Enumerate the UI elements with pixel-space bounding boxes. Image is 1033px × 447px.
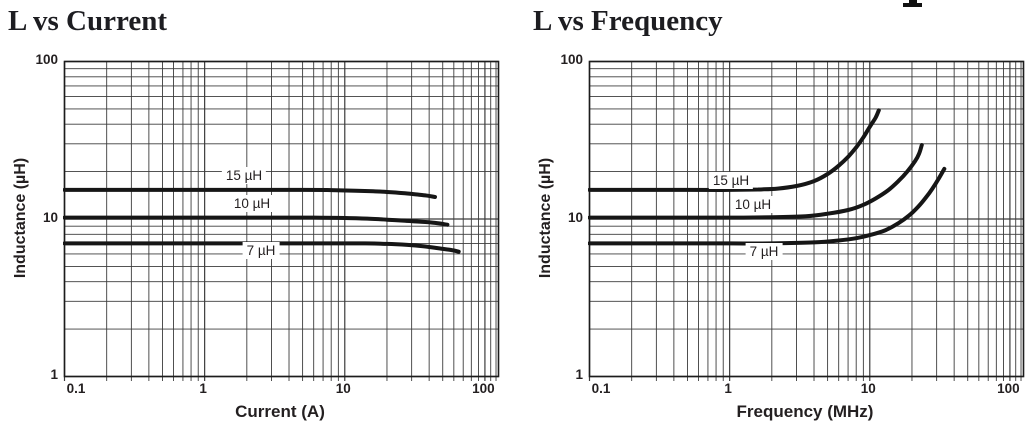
- grid-and-curves: [588, 60, 1025, 381]
- curve-15-µH: [588, 108, 881, 192]
- y-tick-label: 1: [50, 367, 58, 382]
- curve-7-µH: [588, 166, 947, 246]
- x-tick-label: 100: [472, 381, 495, 396]
- chart-title: L vs Frequency: [533, 5, 723, 37]
- x-tick-label: 1: [199, 381, 207, 396]
- chart-title: L vs Current: [8, 5, 167, 37]
- cropped-text-fragment: [903, 0, 923, 8]
- x-tick-label: 10: [860, 381, 876, 396]
- curve-label-15uH: 15 µH: [708, 172, 754, 189]
- y-tick-label: 10: [567, 209, 583, 225]
- curve-10-µH: [63, 215, 450, 227]
- curve-15-µH: [63, 187, 437, 199]
- x-axis-title: Current (A): [235, 402, 325, 421]
- x-tick-label: 0.1: [591, 381, 611, 396]
- curve-label-10uH: 10 µH: [730, 196, 776, 213]
- x-tick-label: 10: [335, 381, 351, 396]
- chart-l-vs-frequency: L vs Frequency Inductance (µH) Frequency…: [525, 0, 1033, 447]
- cropped-text-fragment-base: [903, 3, 922, 7]
- plot-area: [63, 60, 500, 381]
- y-tick-label: 100: [35, 52, 58, 67]
- y-tick-label: 10: [42, 209, 58, 225]
- y-tick-label: 100: [560, 52, 583, 67]
- x-axis-title: Frequency (MHz): [736, 402, 874, 421]
- y-tick-label: 1: [575, 367, 583, 382]
- curve-label-7uH: 7 µH: [745, 243, 783, 260]
- x-tick-label: 1: [724, 381, 732, 396]
- curve-label-7uH: 7 µH: [242, 242, 280, 259]
- curve-10-µH: [588, 143, 924, 220]
- curve-label-15uH: 15 µH: [221, 167, 267, 184]
- grid-and-curves: [63, 60, 500, 381]
- x-tick-label: 100: [997, 381, 1020, 396]
- x-tick-label: 0.1: [66, 381, 86, 396]
- curve-label-10uH: 10 µH: [229, 195, 275, 212]
- plot-area: [588, 60, 1025, 381]
- chart-l-vs-current: L vs Current Inductance (µH) Current (A)…: [0, 0, 508, 447]
- cropped-text-fragment-stem: [909, 0, 917, 3]
